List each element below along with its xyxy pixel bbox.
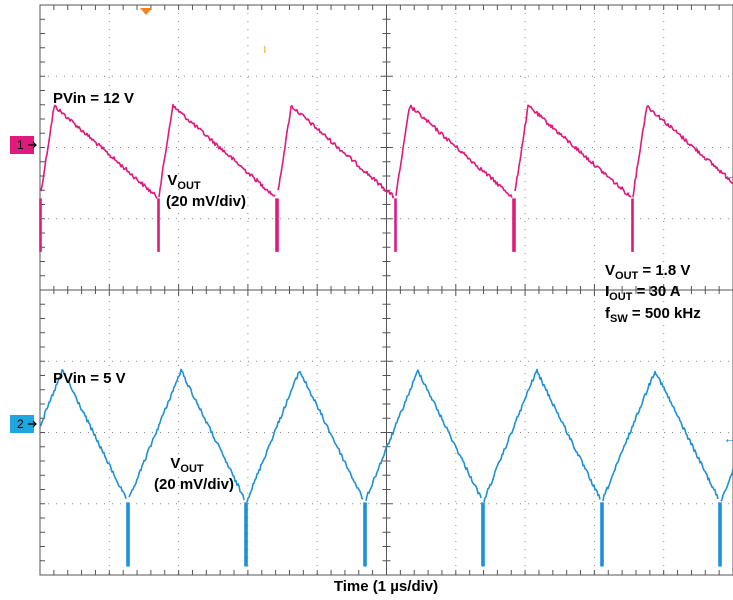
ch2-vout-sub: OUT xyxy=(180,463,204,475)
annotation-iout: IOUT = 30 A xyxy=(605,283,681,303)
channel-1-number: 1 xyxy=(17,138,24,152)
channel-2-marker xyxy=(10,415,34,433)
channel-2-number: 2 xyxy=(17,417,24,431)
x-axis-label: Time (1 µs/div) xyxy=(334,578,438,595)
channel-1-marker xyxy=(10,136,34,154)
ch2-condition-label: PVin = 5 V xyxy=(53,370,126,387)
ch1-vout-label: VOUT xyxy=(167,172,201,192)
trace-channel-2 xyxy=(39,368,733,567)
annotation-vout: VOUT = 1.8 V xyxy=(605,262,690,282)
trigger-level-tick xyxy=(264,46,266,53)
channel-1-arrow xyxy=(28,141,37,149)
annotation-fsw: fSW = 500 kHz xyxy=(605,305,701,325)
traces xyxy=(39,103,733,567)
ch2-vout-main: V xyxy=(170,455,180,472)
ch1-vout-main: V xyxy=(167,172,177,189)
ch2-vout-label: VOUT xyxy=(170,455,204,475)
trace-channel-1 xyxy=(39,103,733,252)
ch1-scale-label: (20 mV/div) xyxy=(166,193,246,210)
ch1-vout-sub: OUT xyxy=(177,180,201,192)
channel-1-offset-arrow: ← xyxy=(723,167,733,183)
ch1-condition-label: PVin = 12 V xyxy=(53,90,134,107)
ch2-scale-label: (20 mV/div) xyxy=(154,476,234,493)
channel-2-arrow xyxy=(28,420,37,428)
trigger-position-marker xyxy=(140,8,152,15)
channel-2-offset-arrow: ← xyxy=(723,430,733,446)
grid xyxy=(39,4,733,576)
